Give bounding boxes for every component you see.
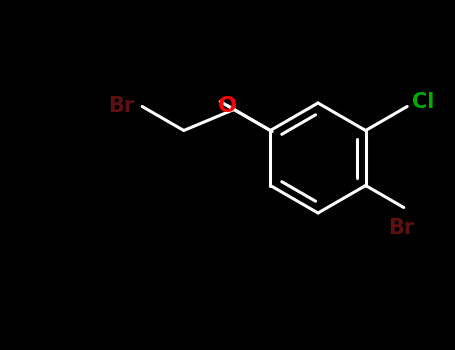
Text: Cl: Cl <box>412 91 435 112</box>
Text: O: O <box>217 96 237 116</box>
Text: Br: Br <box>389 217 415 238</box>
Text: Br: Br <box>108 97 134 117</box>
